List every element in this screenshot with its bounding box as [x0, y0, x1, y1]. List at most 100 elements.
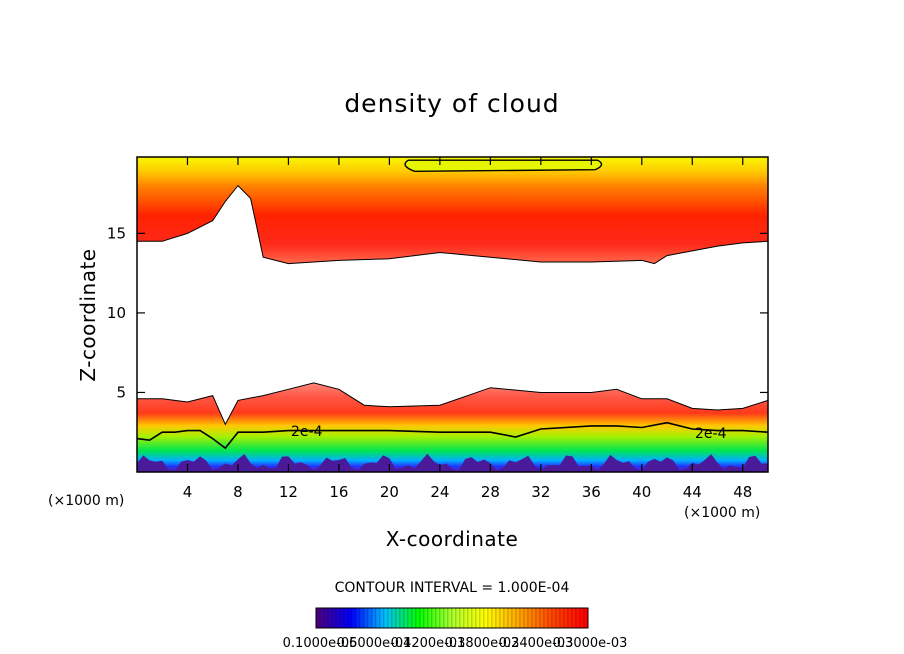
- y-tick-label-15: 15: [107, 224, 126, 242]
- colorbar-label: 0.6000e-04: [337, 636, 412, 651]
- x-axis-label: X-coordinate: [386, 527, 519, 551]
- colorbar-swatch: [523, 607, 529, 629]
- colorbar-swatch: [431, 607, 437, 629]
- colorbar-swatch: [327, 607, 333, 629]
- colorbar-swatch: [527, 607, 533, 629]
- colorbar-swatch: [359, 607, 365, 629]
- colorbar-swatch: [575, 607, 581, 629]
- colorbar-swatch: [363, 607, 369, 629]
- x-axis-ticks: 4 8 12 16 20 24 28 32 36 40 44 48: [183, 157, 752, 501]
- colorbar-swatch: [419, 607, 425, 629]
- colorbar-swatch: [479, 607, 485, 629]
- colorbar-swatch: [447, 607, 453, 629]
- colorbar-swatch: [435, 607, 441, 629]
- x-tick-label-44: 44: [683, 483, 702, 501]
- colorbar-swatch: [415, 607, 421, 629]
- x-tick-label-16: 16: [329, 483, 348, 501]
- colorbar-swatch: [375, 607, 381, 629]
- colorbar-swatch: [563, 607, 569, 629]
- colorbar-swatch: [403, 607, 409, 629]
- upper-cloud-top-contour: [404, 159, 603, 173]
- colorbar-label: 0.3000e-03: [553, 636, 628, 651]
- colorbar-swatch: [539, 607, 545, 629]
- x-tick-label-40: 40: [632, 483, 651, 501]
- colorbar-swatch: [511, 607, 517, 629]
- colorbar-swatch: [567, 607, 573, 629]
- colorbar-swatch: [475, 607, 481, 629]
- colorbar-swatch: [499, 607, 505, 629]
- x-tick-label-4: 4: [183, 483, 193, 501]
- colorbar-swatch: [371, 607, 377, 629]
- colorbar-swatch: [583, 607, 589, 629]
- colorbar-swatch: [467, 607, 473, 629]
- colorbar-swatch: [439, 607, 445, 629]
- colorbar-swatch: [559, 607, 565, 629]
- colorbar-swatch: [443, 607, 449, 629]
- colorbar-swatch: [543, 607, 549, 629]
- x-tick-label-8: 8: [233, 483, 243, 501]
- colorbar-swatch: [423, 607, 429, 629]
- colorbar-swatch: [547, 607, 553, 629]
- colorbar-swatch: [459, 607, 465, 629]
- colorbar-swatch: [495, 607, 501, 629]
- x-tick-label-20: 20: [380, 483, 399, 501]
- colorbar-swatch: [323, 607, 329, 629]
- colorbar-swatch: [399, 607, 405, 629]
- x-tick-label-12: 12: [279, 483, 298, 501]
- contour-label-right: 2e-4: [695, 426, 727, 442]
- colorbar-label: 0.1800e-03: [445, 636, 520, 651]
- colorbar-label: 0.2400e-03: [499, 636, 574, 651]
- colorbar-swatch: [315, 607, 321, 629]
- colorbar-swatch: [451, 607, 457, 629]
- colorbar-swatch: [471, 607, 477, 629]
- upper-cloud-edge-contour: [137, 184, 768, 265]
- colorbar-swatch: [395, 607, 401, 629]
- colorbar-swatch: [407, 607, 413, 629]
- colorbar-label: 0.1200e-03: [391, 636, 466, 651]
- lower-cloud-edge-contour: [137, 382, 768, 426]
- y-tick-label-5: 5: [116, 383, 126, 401]
- colorbar-swatch: [531, 607, 537, 629]
- colorbar-swatch: [535, 607, 541, 629]
- colorbar-swatch: [515, 607, 521, 629]
- colorbar-swatch: [335, 607, 341, 629]
- colorbar-swatch: [351, 607, 357, 629]
- y-axis-label: Z-coordinate: [76, 248, 100, 381]
- upper-cloud-layer: [137, 157, 768, 264]
- colorbar-swatch: [503, 607, 509, 629]
- x-tick-label-48: 48: [733, 483, 752, 501]
- x-tick-label-28: 28: [481, 483, 500, 501]
- contour-interval-text: CONTOUR INTERVAL = 1.000E-04: [335, 580, 570, 596]
- y-tick-label-10: 10: [107, 304, 126, 322]
- colorbar-swatch: [331, 607, 337, 629]
- colorbar-swatch: [571, 607, 577, 629]
- colorbar-swatch: [411, 607, 417, 629]
- colorbar-swatch: [383, 607, 389, 629]
- y-axis-ticks: 5 10 15: [107, 224, 768, 401]
- lower-cloud-layer: [137, 382, 768, 472]
- colorbar-swatch: [519, 607, 525, 629]
- colorbar-swatch: [339, 607, 345, 629]
- colorbar: [315, 607, 589, 629]
- colorbar-swatch: [347, 607, 353, 629]
- x-unit-label-right: (×1000 m): [684, 505, 760, 521]
- colorbar-frame: [315, 607, 589, 629]
- colorbar-swatch: [387, 607, 393, 629]
- lower-cloud-base: [137, 453, 768, 472]
- colorbar-swatch: [483, 607, 489, 629]
- x-tick-label-36: 36: [582, 483, 601, 501]
- x-unit-label-left: (×1000 m): [48, 493, 124, 509]
- plot-area: [137, 157, 768, 472]
- colorbar-swatch: [507, 607, 513, 629]
- colorbar-labels: 0.1000e-050.6000e-040.1200e-030.1800e-03…: [283, 636, 628, 651]
- colorbar-swatch: [491, 607, 497, 629]
- colorbar-swatch: [579, 607, 585, 629]
- colorbar-swatch: [463, 607, 469, 629]
- colorbar-swatch: [551, 607, 557, 629]
- colorbar-swatch: [343, 607, 349, 629]
- colorbar-swatch: [487, 607, 493, 629]
- colorbar-swatch: [379, 607, 385, 629]
- colorbar-swatch: [455, 607, 461, 629]
- colorbar-swatch: [391, 607, 397, 629]
